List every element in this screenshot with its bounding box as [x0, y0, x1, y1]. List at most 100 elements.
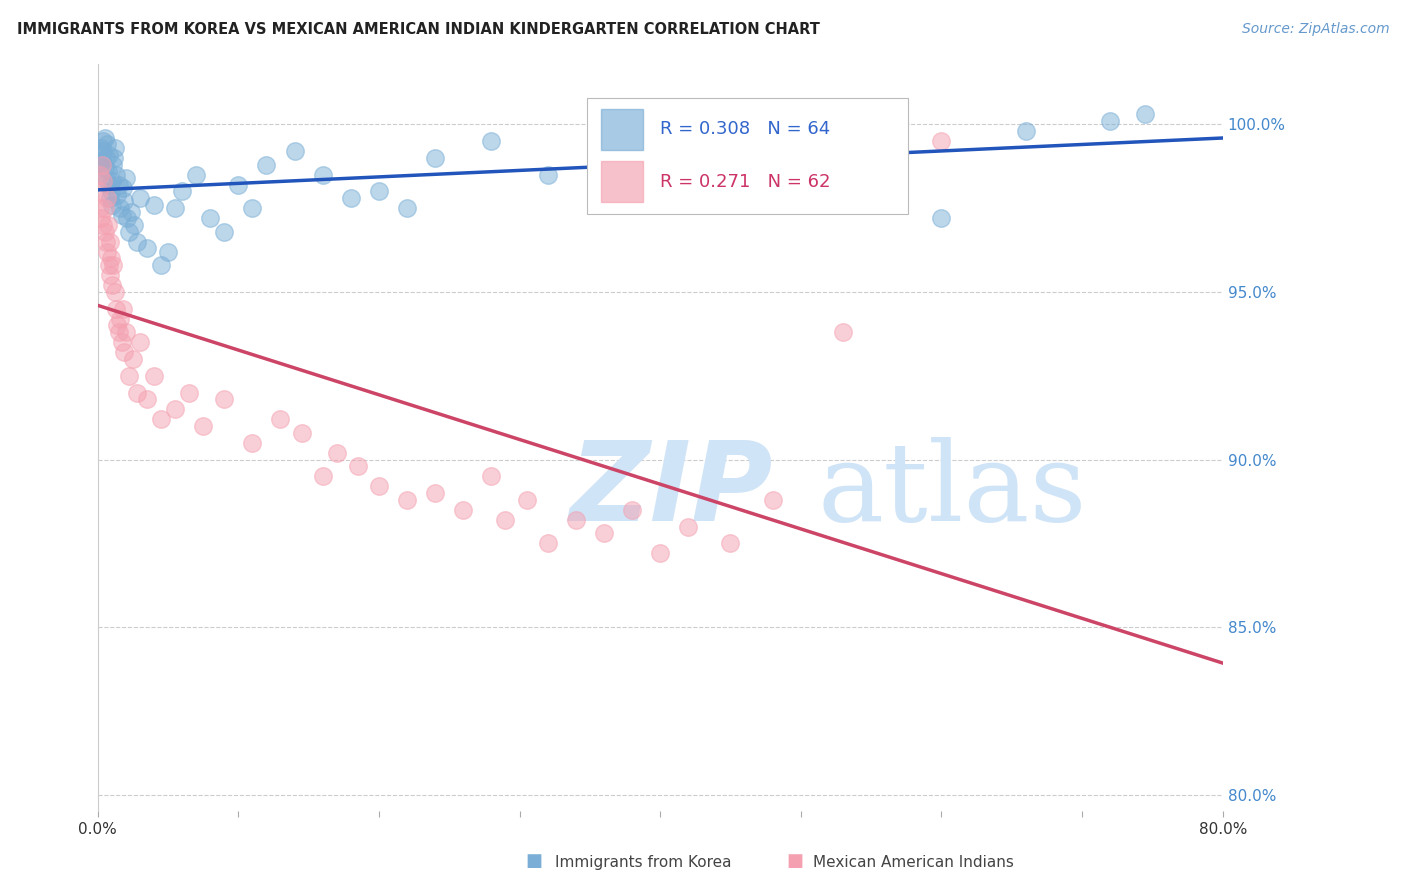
Point — [1015, 124, 1038, 138]
Text: ■: ■ — [526, 852, 543, 870]
Point — [93, 161, 115, 175]
Point — [128, 191, 150, 205]
Point — [706, 141, 728, 155]
Point — [240, 201, 263, 215]
Point — [96, 174, 118, 188]
Point — [122, 218, 145, 232]
Point — [516, 492, 538, 507]
Point — [98, 178, 121, 192]
Point — [565, 513, 588, 527]
Point — [537, 536, 560, 550]
Point — [290, 425, 312, 440]
Point — [621, 503, 644, 517]
FancyBboxPatch shape — [588, 98, 908, 213]
Point — [90, 158, 112, 172]
Point — [149, 412, 172, 426]
Point — [89, 147, 111, 161]
Point — [395, 201, 418, 215]
Point — [108, 311, 131, 326]
Point — [339, 191, 361, 205]
Point — [94, 151, 117, 165]
Point — [860, 134, 883, 148]
Point — [89, 201, 111, 215]
Point — [177, 385, 200, 400]
Point — [481, 469, 503, 483]
Point — [91, 174, 114, 188]
Point — [149, 258, 172, 272]
Point — [98, 191, 121, 205]
Point — [128, 335, 150, 350]
Point — [1099, 114, 1122, 128]
Point — [97, 164, 120, 178]
Point — [142, 198, 165, 212]
Point — [94, 201, 117, 215]
Point — [103, 141, 125, 155]
Point — [367, 479, 389, 493]
Point — [495, 513, 517, 527]
Point — [110, 208, 132, 222]
Point — [170, 185, 193, 199]
Point — [96, 244, 118, 259]
Point — [100, 252, 122, 266]
Text: atlas: atlas — [818, 436, 1087, 543]
Point — [87, 158, 110, 172]
Point — [117, 225, 139, 239]
Point — [125, 235, 148, 249]
Point — [89, 168, 111, 182]
Point — [96, 191, 118, 205]
Text: ZIP: ZIP — [571, 436, 773, 543]
Point — [621, 151, 644, 165]
Point — [114, 325, 136, 339]
Point — [111, 301, 134, 316]
Point — [105, 318, 128, 333]
Point — [104, 301, 127, 316]
Point — [120, 204, 142, 219]
Point — [790, 158, 813, 172]
Point — [103, 151, 125, 165]
Point — [100, 185, 122, 199]
Point — [367, 185, 389, 199]
Point — [101, 174, 124, 188]
Point — [103, 285, 125, 299]
Point — [678, 519, 700, 533]
Text: Mexican American Indians: Mexican American Indians — [813, 855, 1014, 870]
Point — [97, 218, 120, 232]
Point — [112, 194, 135, 209]
Point — [198, 211, 221, 226]
Point — [346, 459, 368, 474]
Point — [87, 185, 110, 199]
Text: Source: ZipAtlas.com: Source: ZipAtlas.com — [1241, 22, 1389, 37]
Point — [96, 137, 118, 152]
Point — [931, 211, 953, 226]
Bar — [600, 109, 644, 150]
Point — [112, 345, 135, 359]
Point — [107, 325, 129, 339]
Point — [104, 168, 127, 182]
Point — [720, 536, 742, 550]
Point — [107, 178, 129, 192]
Point — [98, 268, 121, 283]
Point — [156, 244, 179, 259]
Point — [98, 235, 121, 249]
Text: IMMIGRANTS FROM KOREA VS MEXICAN AMERICAN INDIAN KINDERGARTEN CORRELATION CHART: IMMIGRANTS FROM KOREA VS MEXICAN AMERICA… — [17, 22, 820, 37]
Text: R = 0.308   N = 64: R = 0.308 N = 64 — [661, 120, 831, 138]
Point — [212, 392, 235, 407]
Point — [91, 134, 114, 148]
Point — [325, 446, 347, 460]
Point — [311, 168, 333, 182]
Point — [100, 278, 122, 293]
Point — [114, 171, 136, 186]
Point — [90, 141, 112, 155]
Point — [593, 526, 616, 541]
Point — [425, 486, 447, 500]
Point — [240, 435, 263, 450]
Point — [94, 235, 117, 249]
Point — [97, 258, 120, 272]
Point — [90, 154, 112, 169]
Point — [125, 385, 148, 400]
Text: ■: ■ — [786, 852, 803, 870]
Text: Immigrants from Korea: Immigrants from Korea — [555, 855, 733, 870]
Point — [97, 147, 120, 161]
Point — [90, 211, 112, 226]
Point — [832, 325, 855, 339]
